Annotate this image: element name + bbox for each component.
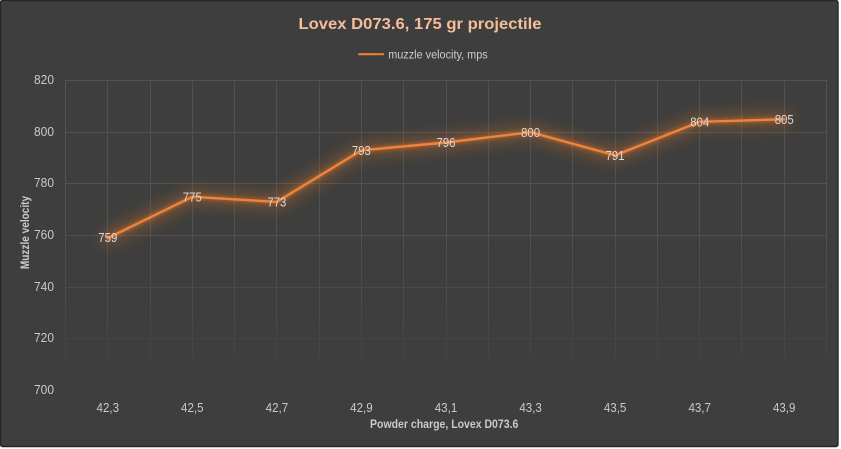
svg-text:773: 773 <box>267 195 286 210</box>
svg-text:759: 759 <box>98 230 117 245</box>
svg-text:791: 791 <box>606 148 625 163</box>
svg-text:820: 820 <box>34 72 54 87</box>
svg-text:43,9: 43,9 <box>773 400 796 415</box>
svg-text:805: 805 <box>775 112 794 127</box>
svg-text:Powder charge, Lovex D073.6: Powder charge, Lovex D073.6 <box>370 417 518 431</box>
svg-text:740: 740 <box>34 279 54 294</box>
svg-text:Muzzle velocity: Muzzle velocity <box>18 196 32 269</box>
svg-text:Lovex D073.6, 175 gr projectil: Lovex D073.6, 175 gr projectile <box>299 15 542 33</box>
svg-text:800: 800 <box>521 125 540 140</box>
svg-text:42,3: 42,3 <box>97 400 120 415</box>
svg-text:42,7: 42,7 <box>266 400 289 415</box>
svg-text:muzzle velocity, mps: muzzle velocity, mps <box>388 47 488 61</box>
svg-text:780: 780 <box>34 175 54 190</box>
svg-text:42,5: 42,5 <box>181 400 204 415</box>
svg-text:43,3: 43,3 <box>519 400 542 415</box>
svg-text:800: 800 <box>34 124 54 139</box>
svg-text:720: 720 <box>34 330 54 345</box>
svg-text:793: 793 <box>352 143 371 158</box>
svg-text:43,1: 43,1 <box>435 400 458 415</box>
svg-text:43,7: 43,7 <box>688 400 711 415</box>
svg-text:700: 700 <box>34 382 54 397</box>
svg-text:760: 760 <box>34 227 54 242</box>
svg-text:775: 775 <box>183 190 202 205</box>
svg-text:796: 796 <box>437 135 456 150</box>
svg-text:43,5: 43,5 <box>604 400 627 415</box>
svg-text:42,9: 42,9 <box>350 400 373 415</box>
svg-text:804: 804 <box>690 115 709 130</box>
